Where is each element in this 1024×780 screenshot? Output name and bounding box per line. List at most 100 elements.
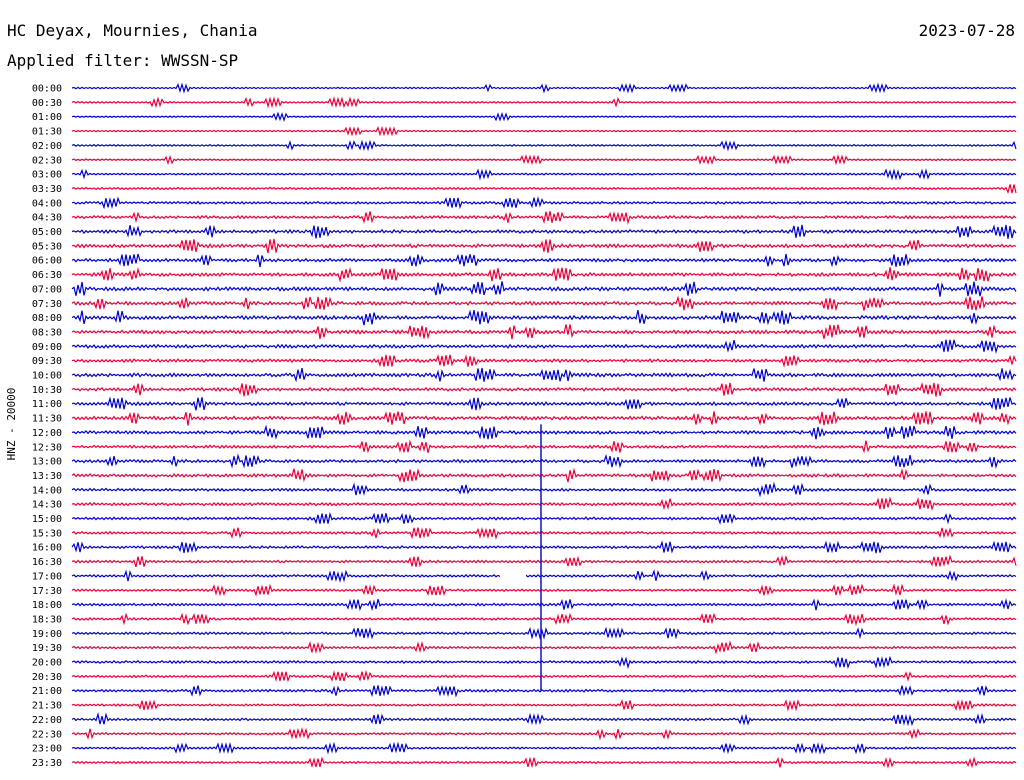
trace-line <box>71 612 1017 627</box>
time-label: 04:00 <box>32 198 62 209</box>
trace-line <box>71 154 1017 166</box>
time-label: 12:30 <box>32 442 62 453</box>
time-label: 21:00 <box>32 686 62 697</box>
time-label: 11:00 <box>32 399 62 410</box>
time-label: 19:30 <box>32 643 62 654</box>
time-label: 22:30 <box>32 729 62 740</box>
time-label: 13:00 <box>32 457 62 468</box>
trace-line <box>71 583 1017 597</box>
time-label: 03:00 <box>32 170 62 181</box>
time-label: 09:30 <box>32 356 62 367</box>
data-gap <box>500 570 526 581</box>
time-label: 19:00 <box>32 629 62 640</box>
trace-line <box>71 511 1017 525</box>
time-label: 02:00 <box>32 141 62 152</box>
trace-line <box>71 439 1017 454</box>
trace-line <box>71 210 1017 225</box>
time-label: 14:30 <box>32 500 62 511</box>
trace-line <box>71 626 1017 640</box>
trace-line <box>71 96 1017 109</box>
trace-line <box>71 168 1017 181</box>
time-label: 18:30 <box>32 614 62 625</box>
time-label: 03:30 <box>32 184 62 195</box>
time-label: 17:30 <box>32 586 62 597</box>
time-label: 13:30 <box>32 471 62 482</box>
trace-line <box>71 295 1017 312</box>
channel-axis-label: HNZ - 20000 <box>5 388 18 461</box>
trace-line <box>71 698 1017 712</box>
time-label: 20:00 <box>32 658 62 669</box>
trace-line <box>71 354 1017 368</box>
time-label: 02:30 <box>32 155 62 166</box>
trace-line <box>71 281 1017 297</box>
time-label: 08:30 <box>32 327 62 338</box>
time-label: 05:00 <box>32 227 62 238</box>
trace-line <box>71 82 1017 94</box>
trace-line <box>71 111 1017 123</box>
time-label: 04:30 <box>32 213 62 224</box>
trace-line <box>71 467 1017 483</box>
trace-line <box>71 554 1017 568</box>
time-label: 11:30 <box>32 414 62 425</box>
trace-line <box>71 741 1017 755</box>
time-label: 22:00 <box>32 715 62 726</box>
time-label: 23:00 <box>32 744 62 755</box>
time-label: 01:30 <box>32 127 62 138</box>
trace-line <box>71 453 1017 469</box>
time-label: 08:00 <box>32 313 62 324</box>
trace-line <box>71 367 1017 383</box>
trace-line <box>71 411 1017 426</box>
record-date: 2023-07-28 <box>919 21 1015 40</box>
trace-line <box>71 125 1017 137</box>
trace-line <box>71 238 1017 254</box>
filter-label: Applied filter: WWSSN-SP <box>7 51 238 70</box>
trace-line <box>71 540 1017 554</box>
trace-line <box>71 224 1017 239</box>
trace-line <box>71 640 1017 655</box>
trace-line <box>71 309 1017 326</box>
time-label: 01:00 <box>32 112 62 123</box>
time-label: 07:30 <box>32 299 62 310</box>
time-label: 15:00 <box>32 514 62 525</box>
time-label: 10:30 <box>32 385 62 396</box>
trace-line <box>71 424 1017 440</box>
trace-line <box>71 598 1017 612</box>
time-label: 10:00 <box>32 371 62 382</box>
time-label: 06:00 <box>32 256 62 267</box>
trace-line <box>71 267 1017 283</box>
earthquake-event <box>500 424 542 691</box>
trace-line <box>71 196 1017 210</box>
time-label: 15:30 <box>32 528 62 539</box>
trace-line <box>71 139 1017 152</box>
station-title: HC Deyax, Mournies, Chania <box>7 21 257 40</box>
time-label: 12:00 <box>32 428 62 439</box>
trace-line <box>71 324 1017 340</box>
trace-line <box>71 339 1017 354</box>
time-label: 18:00 <box>32 600 62 611</box>
trace-line <box>71 526 1017 540</box>
trace-rows: 00:00 00:30 01:00 01:30 02:00 02:30 03:00 03:30… <box>32 82 1017 769</box>
trace-line <box>71 684 1017 698</box>
trace-line <box>71 569 1017 583</box>
trace-line <box>71 496 1017 512</box>
time-label: 09:00 <box>32 342 62 353</box>
time-label: 23:30 <box>32 758 62 769</box>
time-label: 16:30 <box>32 557 62 568</box>
trace-line <box>71 756 1017 769</box>
time-label: 21:30 <box>32 701 62 712</box>
time-label: 14:00 <box>32 485 62 496</box>
time-label: 05:30 <box>32 241 62 252</box>
trace-line <box>71 184 1017 195</box>
time-label: 00:30 <box>32 98 62 109</box>
time-label: 16:00 <box>32 543 62 554</box>
trace-line <box>71 396 1017 411</box>
time-label: 00:00 <box>32 84 62 95</box>
trace-line <box>71 711 1017 727</box>
time-label: 07:00 <box>32 284 62 295</box>
time-label: 06:30 <box>32 270 62 281</box>
time-label: 17:00 <box>32 571 62 582</box>
trace-line <box>71 253 1017 268</box>
trace-line <box>71 727 1017 741</box>
trace-line <box>71 381 1017 397</box>
